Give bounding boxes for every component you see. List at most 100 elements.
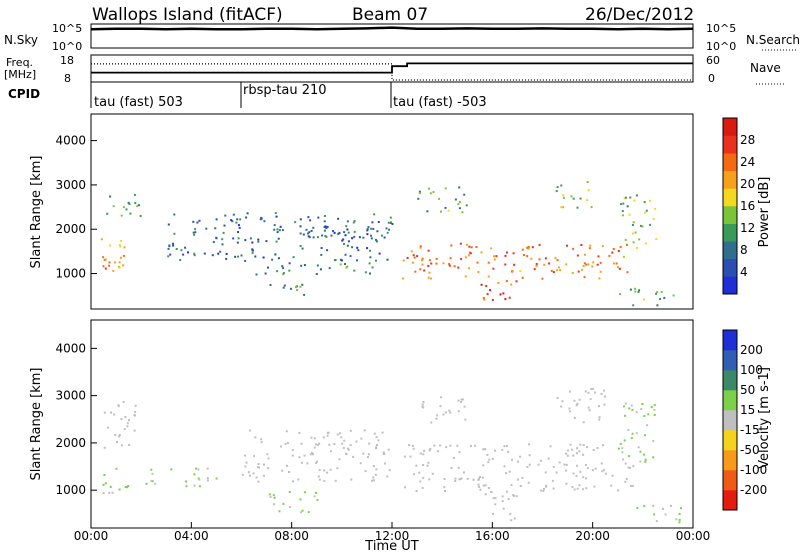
data-cell [625, 478, 628, 480]
data-cell [636, 506, 639, 509]
y-tick-label: 4000 [55, 341, 86, 355]
data-cell [554, 257, 557, 259]
data-cell [646, 424, 649, 427]
data-cell [382, 451, 385, 454]
data-cell [675, 518, 678, 521]
data-cell [565, 452, 568, 455]
data-cell [580, 244, 583, 246]
data-cell [637, 446, 640, 449]
data-cell [372, 227, 375, 230]
y-tick-label: 4000 [55, 134, 86, 148]
data-cell [102, 256, 105, 259]
data-cell [120, 214, 123, 217]
colorbar-tick-label: 4 [740, 265, 748, 279]
data-cell [413, 256, 416, 259]
data-cell [375, 446, 378, 449]
data-cell [339, 258, 342, 261]
data-cell [586, 199, 589, 202]
data-cell [300, 264, 303, 267]
data-cell [494, 497, 497, 500]
data-cell [555, 190, 558, 193]
data-cell [635, 411, 638, 414]
data-cell [388, 469, 391, 472]
data-cell [275, 215, 278, 218]
data-cell [299, 218, 302, 221]
data-cell [103, 446, 106, 449]
data-cell [628, 455, 631, 458]
data-cell [475, 246, 478, 248]
data-cell [617, 447, 620, 450]
data-cell [510, 519, 513, 522]
data-cell [637, 291, 640, 294]
data-cell [556, 269, 559, 272]
data-cell [577, 270, 580, 273]
data-cell [457, 266, 460, 269]
data-cell [632, 221, 635, 224]
data-cell [631, 232, 634, 235]
data-cell [245, 216, 248, 219]
data-cell [301, 247, 304, 250]
data-cell [237, 237, 240, 240]
data-cell [570, 195, 573, 198]
data-cell [297, 478, 300, 481]
data-cell [244, 465, 247, 468]
data-cell [198, 485, 201, 488]
data-cell [315, 462, 318, 464]
data-cell [367, 453, 370, 456]
data-cell [375, 240, 378, 243]
data-cell [230, 219, 233, 222]
data-cell [484, 448, 487, 451]
data-cell [556, 186, 559, 189]
data-cell [367, 226, 370, 229]
data-cell [120, 444, 123, 447]
data-cell [457, 466, 460, 469]
data-cell [419, 480, 422, 483]
data-cell [362, 452, 365, 455]
data-cell [572, 197, 575, 200]
data-cell [310, 436, 313, 439]
data-cell [128, 444, 131, 446]
data-cell [460, 477, 463, 480]
data-cell [389, 216, 392, 219]
data-cell [569, 390, 571, 393]
data-cell [453, 265, 456, 268]
data-cell [122, 254, 125, 257]
data-cell [623, 197, 626, 200]
data-cell [362, 236, 365, 239]
colorbar-swatch [723, 430, 737, 451]
data-cell [370, 227, 373, 230]
nave-tick-bottom: 0 [708, 72, 715, 85]
data-cell [590, 206, 593, 209]
data-cell [579, 443, 582, 446]
data-cell [443, 486, 446, 489]
data-cell [617, 266, 619, 269]
data-cell [481, 476, 484, 479]
data-cell [244, 454, 247, 457]
data-cell [457, 203, 460, 206]
data-cell [122, 401, 125, 403]
data-cell [419, 245, 422, 248]
data-cell [550, 269, 553, 272]
colorbar-tick-label: 200 [740, 343, 763, 357]
data-cell [212, 241, 215, 243]
data-cell [587, 391, 590, 394]
data-cell [428, 478, 431, 481]
data-cell [656, 291, 659, 294]
data-cell [372, 465, 375, 467]
data-cell [353, 220, 356, 223]
data-cell [452, 457, 455, 459]
data-cell [323, 215, 326, 217]
data-cell [303, 454, 306, 457]
data-cell [591, 387, 594, 390]
data-cell [643, 415, 646, 417]
data-cell [542, 490, 545, 492]
data-cell [619, 442, 622, 445]
data-cell [599, 270, 602, 273]
colorbar-swatch [723, 188, 737, 207]
data-cell [477, 483, 480, 486]
colorbar-swatch [723, 490, 737, 511]
data-cell [193, 254, 196, 257]
velocity-colorbar-title: Velocity [m s-1] [757, 367, 772, 469]
data-cell [512, 252, 515, 255]
data-cell [491, 298, 494, 301]
